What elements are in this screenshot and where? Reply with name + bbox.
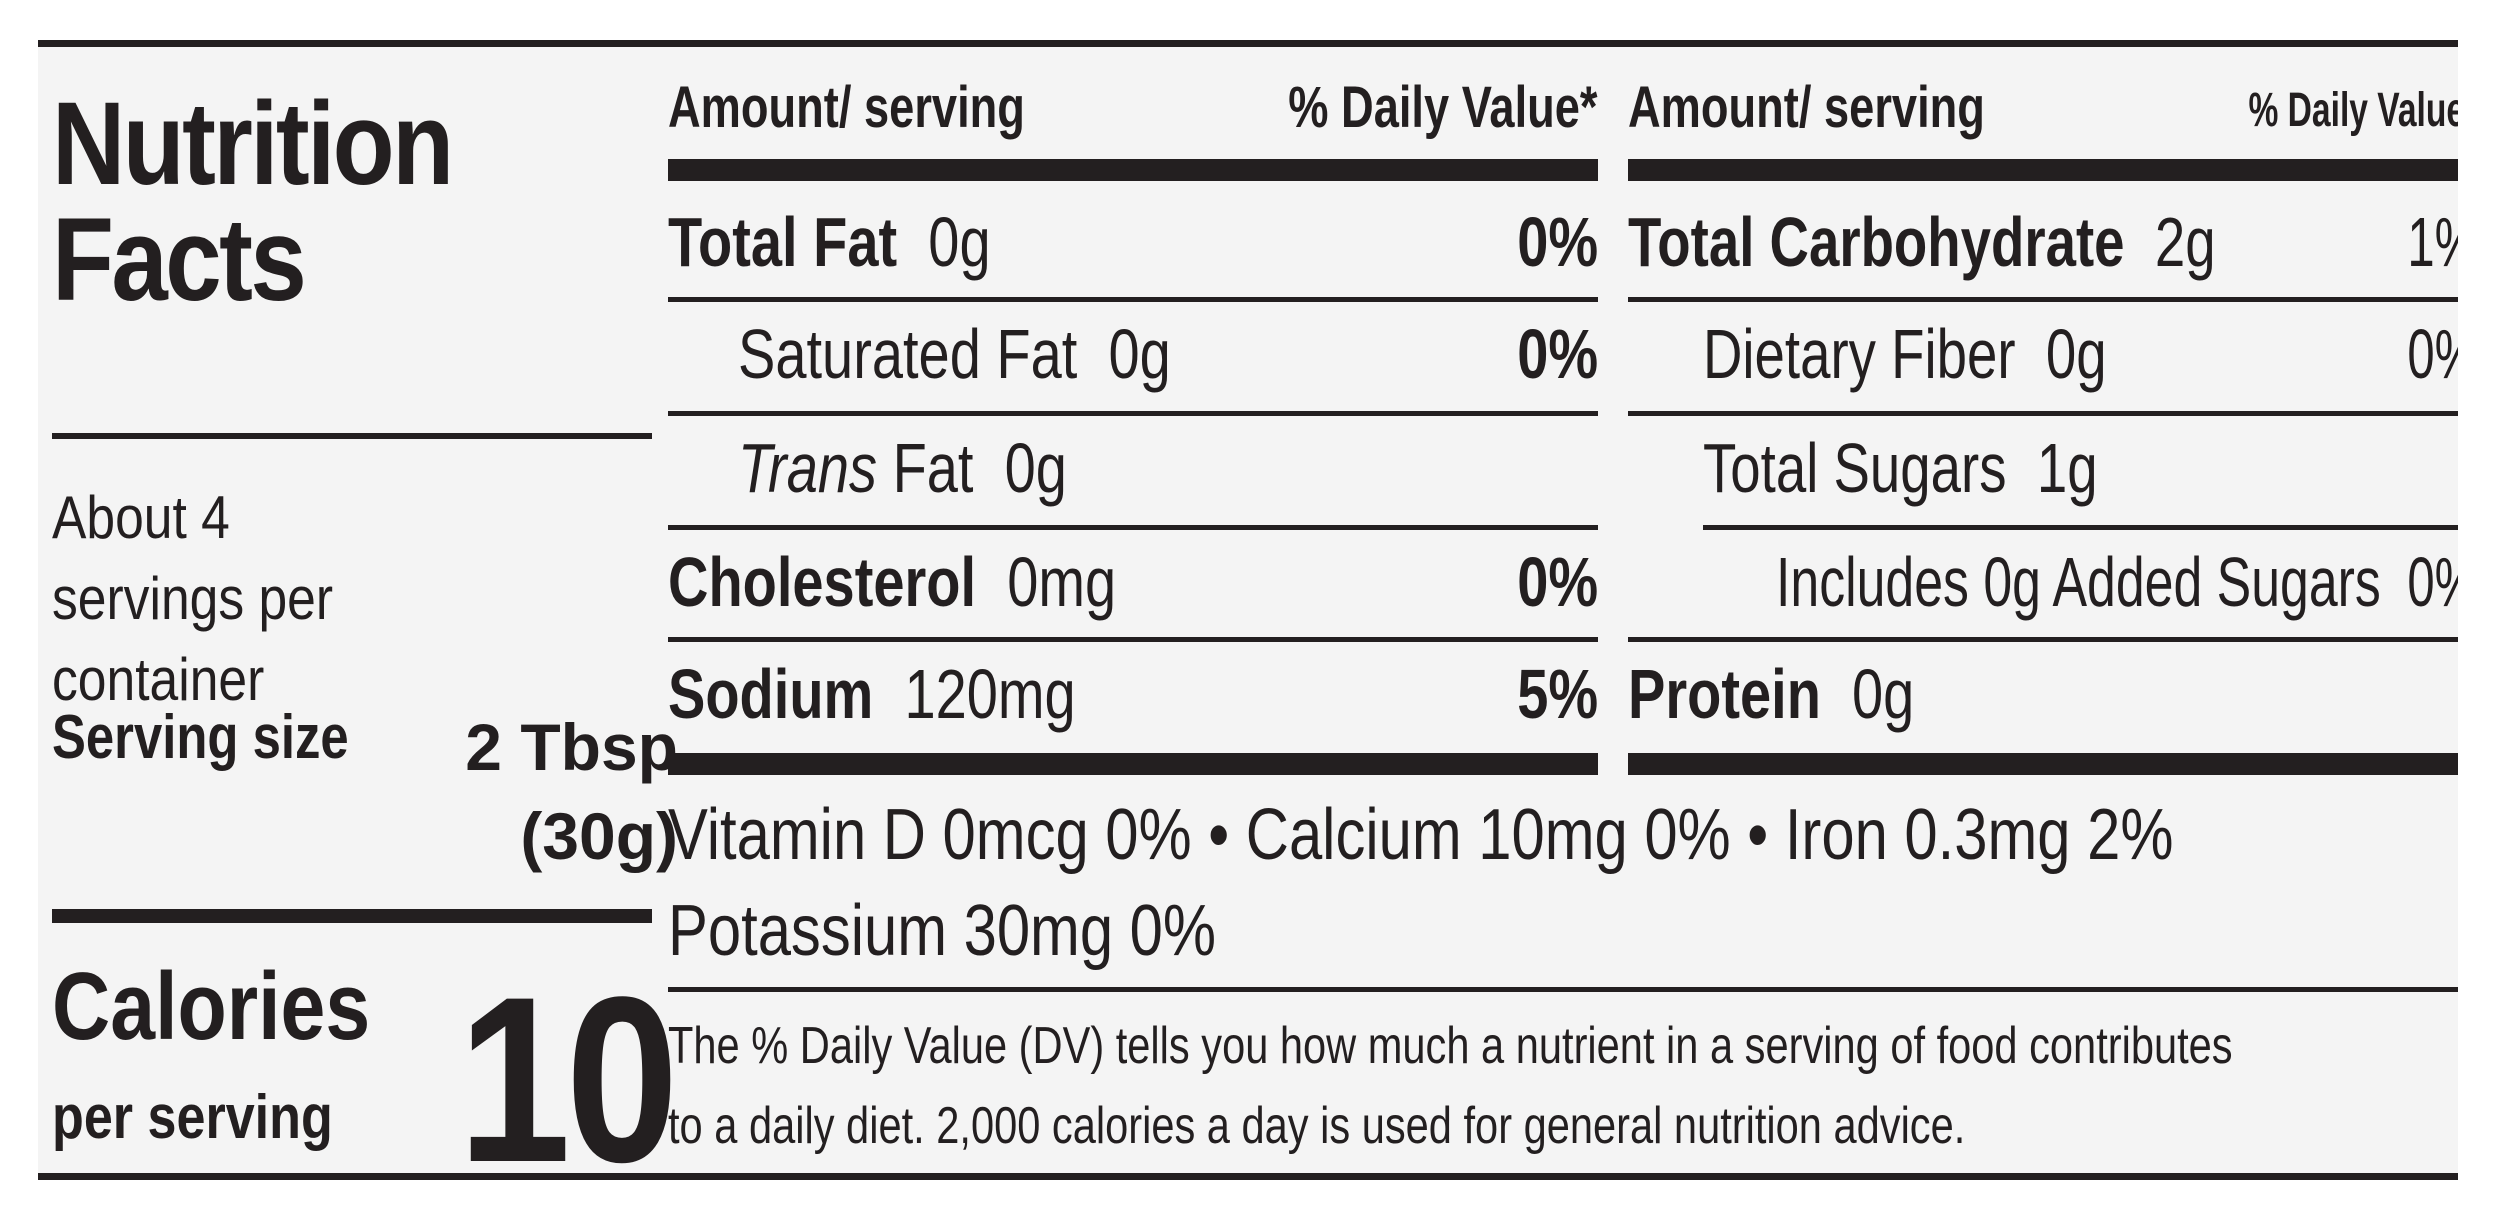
saturated-fat-dv-text: 0% [1517, 315, 1598, 393]
serving-size-value-text: 2 Tbsp (30g) [465, 710, 678, 874]
dietary-fiber-name: Dietary Fiber [1703, 315, 2016, 393]
right-header-dv-text: % Daily Value* [2248, 84, 2458, 137]
left-header-amount: Amount/ serving [668, 79, 1126, 137]
left-header-dv: % Daily Value* [1138, 79, 1598, 137]
added-sugars-name: Includes 0g Added Sugars [1776, 543, 2381, 621]
left-row-saturated-fat: Saturated Fat 0g [738, 319, 1279, 389]
total-carbohydrate-name: Total Carbohydrate [1628, 203, 2125, 281]
left-row-divider-3 [668, 525, 1598, 530]
right-row-total-sugars: Total Sugars 1g [1703, 433, 2209, 503]
total-fat-dv-text: 0% [1517, 203, 1598, 281]
serving-size-value: 2 Tbsp (30g) [388, 703, 678, 881]
total-carbohydrate-dv-text: 1% [2407, 203, 2458, 281]
dietary-fiber-amount: 0g [2045, 315, 2107, 393]
dietary-fiber-dv: 0% [2338, 319, 2458, 389]
vitamins-line-1-text: Vitamin D 0mcg 0% • Calcium 10mg 0% • Ir… [668, 795, 2174, 875]
saturated-fat-dv: 0% [1398, 319, 1598, 389]
trans-fat-name: Fat [892, 429, 974, 507]
left-row-cholesterol: Cholesterol 0mg [668, 547, 1228, 617]
total-fat-amount: 0g [928, 203, 991, 281]
protein-amount: 0g [1852, 655, 1915, 733]
total-carbohydrate-dv: 1% [2338, 207, 2458, 277]
right-row-divider-3 [1703, 525, 2458, 530]
left-row-sodium: Sodium 120mg [668, 659, 1178, 729]
total-sugars-name: Total Sugars [1703, 429, 2007, 507]
right-row-added-sugars: Includes 0g Added Sugars [1776, 547, 2458, 617]
right-row-total-carbohydrate: Total Carbohydrate 2g [1628, 207, 2381, 277]
label-title: Nutrition Facts [52, 78, 512, 326]
footnote-line-2: to a daily diet. 2,000 calories a day is… [668, 1096, 1966, 1155]
left-bottom-bar [668, 753, 1598, 775]
right-bottom-bar [1628, 753, 2458, 775]
right-row-dietary-fiber: Dietary Fiber 0g [1703, 319, 2220, 389]
calories-sublabel: per serving [52, 1087, 386, 1149]
title-divider [52, 433, 652, 439]
servings-per-container: About 4 servings per container [52, 477, 482, 720]
serving-size-label-text: Serving size [52, 703, 349, 772]
footnote-line-1: The % Daily Value (DV) tells you how muc… [668, 1017, 2233, 1075]
footnote-divider [668, 987, 2458, 992]
calories-sublabel-text: per serving [52, 1083, 333, 1152]
left-header-amount-text: Amount/ serving [668, 75, 1025, 140]
total-sugars-amount: 1g [2036, 429, 2098, 507]
left-header-bar [668, 159, 1598, 181]
left-row-divider-1 [668, 297, 1598, 302]
trans-fat-amount: 0g [1004, 429, 1067, 507]
right-row-protein: Protein 0g [1628, 659, 1986, 729]
vitamins-line-1: Vitamin D 0mcg 0% • Calcium 10mg 0% • Ir… [668, 799, 2458, 871]
left-row-divider-2 [668, 411, 1598, 416]
cholesterol-dv-text: 0% [1517, 543, 1598, 621]
total-fat-dv: 0% [1398, 207, 1598, 277]
left-row-total-fat: Total Fat 0g [668, 207, 1071, 277]
right-row-divider-1 [1628, 297, 2458, 302]
cholesterol-dv: 0% [1398, 547, 1598, 617]
left-row-divider-4 [668, 637, 1598, 642]
sodium-dv-text: 5% [1517, 655, 1598, 733]
right-header-amount: Amount/ serving [1628, 79, 2086, 137]
sodium-name: Sodium [668, 655, 874, 733]
left-header-dv-text: % Daily Value* [1288, 75, 1598, 140]
calories-label-text: Calories [52, 953, 371, 1060]
vitamins-line-2-text: Potassium 30mg 0% [668, 891, 1217, 971]
trans-fat-italic: Trans [738, 429, 877, 507]
sodium-dv: 5% [1398, 659, 1598, 729]
added-sugars-dv: 0% [2338, 547, 2458, 617]
cholesterol-name: Cholesterol [668, 543, 977, 621]
cholesterol-amount: 0mg [1007, 543, 1117, 621]
protein-name: Protein [1628, 655, 1821, 733]
right-row-divider-2 [1628, 411, 2458, 416]
footnote: The % Daily Value (DV) tells you how muc… [668, 1013, 2458, 1160]
left-row-trans-fat: Trans Fat 0g [738, 433, 1149, 503]
saturated-fat-name: Saturated Fat [738, 315, 1078, 393]
sodium-amount: 120mg [904, 655, 1076, 733]
added-sugars-dv-text: 0% [2407, 543, 2458, 621]
title-text: Nutrition Facts [52, 78, 454, 326]
calories-divider [52, 909, 652, 923]
total-fat-name: Total Fat [668, 203, 898, 281]
servings-text: About 4 servings per container [52, 484, 334, 713]
nutrition-facts-label: Nutrition Facts About 4 servings per con… [38, 40, 2458, 1180]
saturated-fat-amount: 0g [1108, 315, 1171, 393]
calories-value: 10 [458, 948, 709, 1180]
calories-value-text: 10 [458, 948, 679, 1180]
total-carbohydrate-amount: 2g [2154, 203, 2216, 281]
vitamins-line-2: Potassium 30mg 0% [668, 895, 1328, 967]
right-header-amount-text: Amount/ serving [1628, 75, 1985, 140]
dietary-fiber-dv-text: 0% [2407, 315, 2458, 393]
right-header-dv: % Daily Value* [2078, 87, 2458, 135]
serving-size-label: Serving size [52, 707, 414, 769]
right-row-divider-4 [1628, 637, 2458, 642]
right-header-bar [1628, 159, 2458, 181]
calories-label: Calories [52, 959, 431, 1055]
